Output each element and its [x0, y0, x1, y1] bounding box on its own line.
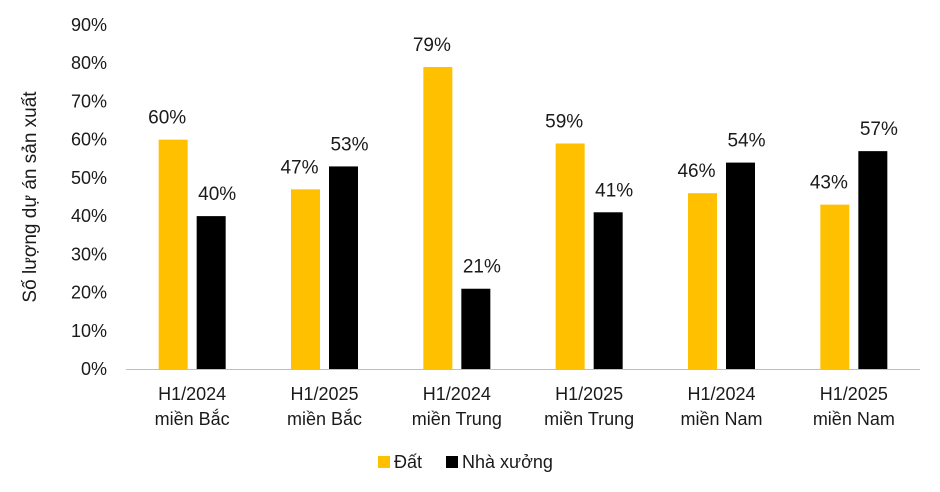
data-label: 54%: [727, 131, 765, 152]
data-label: 60%: [148, 108, 186, 129]
bar-dat: [555, 143, 585, 369]
bar-nha-xuong: [329, 166, 358, 369]
x-tick-label: H1/2024 miền Trung: [412, 384, 502, 429]
y-tick-label: 70%: [71, 91, 107, 111]
x-tick-label: H1/2024 miền Nam: [680, 384, 762, 429]
y-tick-label: 30%: [71, 244, 107, 264]
bar-nha-xuong: [196, 216, 226, 369]
bar-dat: [820, 204, 850, 369]
legend-label: Nhà xưởng: [462, 452, 553, 472]
data-labels: 60% 40% 47% 53% 79% 21% 59% 41% 46% 54% 43% 57%: [148, 35, 898, 278]
x-axis-ticks: H1/2024 miền Bắc H1/2025 miền Bắc H1/2024 miề…: [155, 384, 895, 429]
bar-dat: [688, 193, 717, 369]
y-tick-label: 90%: [71, 15, 107, 35]
data-label: 43%: [810, 173, 848, 194]
bar-dat: [291, 189, 320, 369]
bar-nha-xuong: [461, 288, 491, 369]
y-tick-label: 80%: [71, 53, 107, 73]
y-axis-ticks: 0% 10% 20% 30% 40% 50% 60% 70% 80% 90%: [71, 15, 107, 379]
data-label: 59%: [545, 111, 583, 132]
data-label: 57%: [860, 119, 898, 140]
data-label: 46%: [677, 161, 715, 182]
bar-dat: [158, 139, 188, 369]
x-tick-label: H1/2024 miền Bắc: [155, 384, 230, 429]
y-tick-label: 60%: [71, 130, 107, 150]
data-label: 53%: [330, 134, 368, 155]
bar-nha-xuong: [726, 162, 755, 369]
x-tick-label: H1/2025 miền Bắc: [287, 384, 362, 429]
data-label: 40%: [198, 184, 236, 205]
bar-nha-xuong: [593, 212, 623, 369]
data-label: 21%: [463, 257, 501, 278]
legend-swatch: [378, 456, 390, 468]
legend: Đất Nhà xưởng: [378, 452, 553, 472]
x-tick-label: H1/2025 miền Nam: [813, 384, 895, 429]
y-tick-label: 10%: [71, 321, 107, 341]
legend-label: Đất: [394, 452, 422, 472]
data-label: 79%: [413, 35, 451, 56]
y-tick-label: 50%: [71, 168, 107, 188]
x-tick-label: H1/2025 miền Trung: [544, 384, 634, 429]
y-tick-label: 0%: [81, 359, 107, 379]
y-tick-label: 20%: [71, 283, 107, 303]
data-label: 41%: [595, 180, 633, 201]
y-tick-label: 40%: [71, 206, 107, 226]
y-axis-title: Số lượng dự án sản xuất: [20, 91, 41, 303]
bar-nha-xuong: [858, 151, 888, 369]
legend-swatch: [446, 456, 458, 468]
data-label: 47%: [280, 157, 318, 178]
bar-dat: [423, 67, 453, 370]
bars: [158, 67, 888, 370]
